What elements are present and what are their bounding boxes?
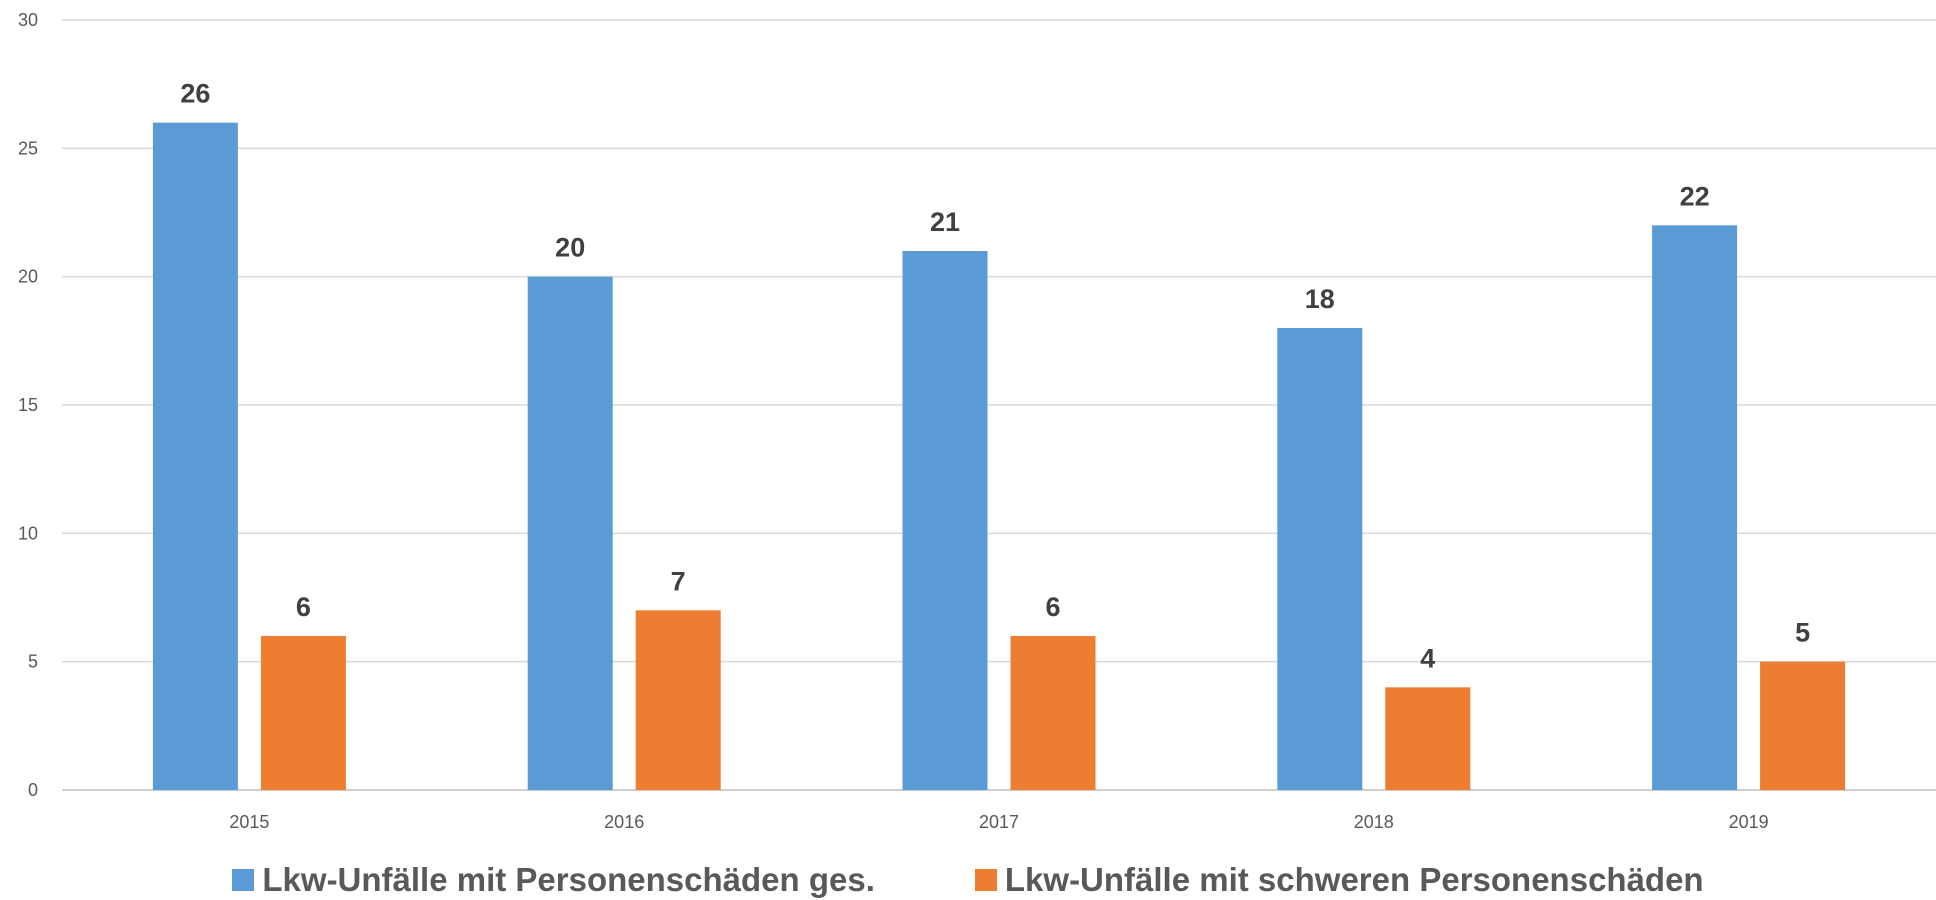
y-axis: 0 5 10 15 20 25 30 [18, 10, 38, 800]
legend-swatch-series-1 [232, 869, 255, 891]
legend-item-series-1: Lkw-Unfälle mit Personenschäden ges. [232, 861, 875, 899]
bar-series-1 [527, 276, 613, 791]
bar-series-1 [1277, 328, 1363, 790]
y-tick-label: 5 [28, 652, 38, 672]
bar-series-1 [902, 251, 988, 790]
bar-series-2 [260, 636, 346, 790]
legend-swatch-series-2 [974, 869, 997, 891]
data-labels: 26 6 20 7 21 6 18 4 22 5 [180, 79, 1810, 674]
data-label: 6 [1045, 592, 1060, 622]
data-label: 22 [1680, 181, 1710, 211]
bar-series-2 [1010, 636, 1096, 790]
y-tick-label: 10 [18, 523, 38, 543]
y-tick-label: 15 [18, 395, 38, 415]
bar-series-2 [1385, 687, 1471, 790]
legend: Lkw-Unfälle mit Personenschäden ges. Lkw… [0, 860, 1936, 900]
x-tick-label: 2018 [1354, 812, 1394, 832]
bar-series-2 [1760, 661, 1846, 790]
y-tick-label: 0 [28, 780, 38, 800]
y-tick-label: 20 [18, 267, 38, 287]
x-tick-label: 2019 [1729, 812, 1769, 832]
legend-label-series-2: Lkw-Unfälle mit schweren Personenschäden [1004, 861, 1704, 898]
data-label: 18 [1305, 284, 1335, 314]
data-label: 7 [671, 566, 686, 596]
data-label: 6 [296, 592, 311, 622]
legend-item-series-2: Lkw-Unfälle mit schweren Personenschäden [974, 861, 1704, 899]
x-tick-label: 2015 [229, 812, 269, 832]
legend-label-series-1: Lkw-Unfälle mit Personenschäden ges. [262, 861, 875, 898]
bar-series-2 [635, 610, 721, 790]
data-label: 5 [1795, 618, 1810, 648]
x-tick-label: 2016 [604, 812, 644, 832]
bars [152, 122, 1846, 791]
y-tick-label: 25 [18, 138, 38, 158]
data-label: 26 [180, 79, 210, 109]
y-tick-label: 30 [18, 10, 38, 30]
data-label: 21 [930, 207, 960, 237]
data-label: 4 [1420, 643, 1435, 673]
x-axis: 2015 2016 2017 2018 2019 [229, 812, 1768, 832]
gridlines [62, 19, 1936, 791]
bar-series-1 [152, 122, 238, 790]
x-tick-label: 2017 [979, 812, 1019, 832]
data-label: 20 [555, 233, 585, 263]
bar-series-1 [1652, 225, 1738, 791]
